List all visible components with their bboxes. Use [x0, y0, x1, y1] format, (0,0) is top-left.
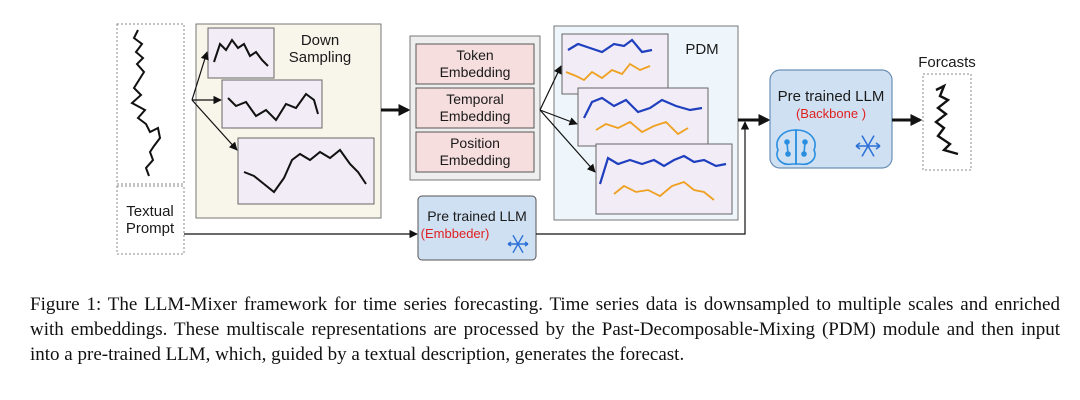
pdm-panel: PDM: [539, 25, 739, 221]
pdm-label: PDM: [685, 41, 718, 58]
forecasts-panel: Forcasts: [918, 54, 976, 171]
backbone-llm-title: Pre trained LLM: [778, 88, 885, 105]
downsampling-panel: Down Sampling: [191, 23, 382, 219]
position-embedding-label-line1: Position: [450, 135, 500, 151]
token-embedding-label-line2: Embedding: [440, 64, 511, 80]
llm-mixer-diagram: Textual Prompt Down Sampling Token Em: [116, 23, 976, 261]
backbone-llm-subtitle: (Backbone ): [796, 106, 866, 121]
embedder-llm-subtitle: (Embbeder): [421, 226, 490, 241]
embeddings-panel: Token Embedding Temporal Embedding Posit…: [409, 35, 541, 181]
snowflake-icon: [507, 234, 529, 254]
pdm-scale-1: [561, 33, 669, 95]
textual-prompt-label-line2: Prompt: [126, 220, 175, 237]
brain-icon: [776, 129, 816, 166]
input-series-line: [130, 29, 162, 177]
textual-prompt-box: Textual Prompt: [116, 185, 185, 255]
pdm-scale-3: [595, 143, 733, 215]
position-embedding-label-line2: Embedding: [440, 152, 511, 168]
pdm-scale-2: [577, 87, 709, 147]
token-embedding-label-line1: Token: [456, 47, 493, 63]
embedder-llm-box: Pre trained LLM (Embbeder): [417, 195, 537, 261]
downsampling-label-line1: Down: [301, 32, 339, 49]
input-series-panel: [116, 23, 185, 185]
embedder-llm-title: Pre trained LLM: [427, 208, 527, 224]
downsample-scale-3: [237, 137, 375, 205]
temporal-embedding-box: Temporal Embedding: [415, 87, 535, 129]
temporal-embedding-label-line2: Embedding: [440, 108, 511, 124]
forecasts-label: Forcasts: [918, 54, 976, 71]
downsampling-label-line2: Sampling: [289, 49, 352, 66]
figure-caption: Figure 1: The LLM-Mixer framework for ti…: [30, 294, 1060, 365]
token-embedding-box: Token Embedding: [415, 43, 535, 85]
downsample-scale-2: [221, 79, 323, 129]
snowflake-icon: [855, 135, 881, 157]
downsample-scale-1: [207, 27, 275, 79]
forecast-series-line: [934, 83, 959, 156]
backbone-llm-box: Pre trained LLM (Backbone ): [769, 69, 893, 169]
position-embedding-box: Position Embedding: [415, 131, 535, 173]
textual-prompt-label-line1: Textual: [126, 203, 174, 220]
temporal-embedding-label-line1: Temporal: [446, 91, 504, 107]
